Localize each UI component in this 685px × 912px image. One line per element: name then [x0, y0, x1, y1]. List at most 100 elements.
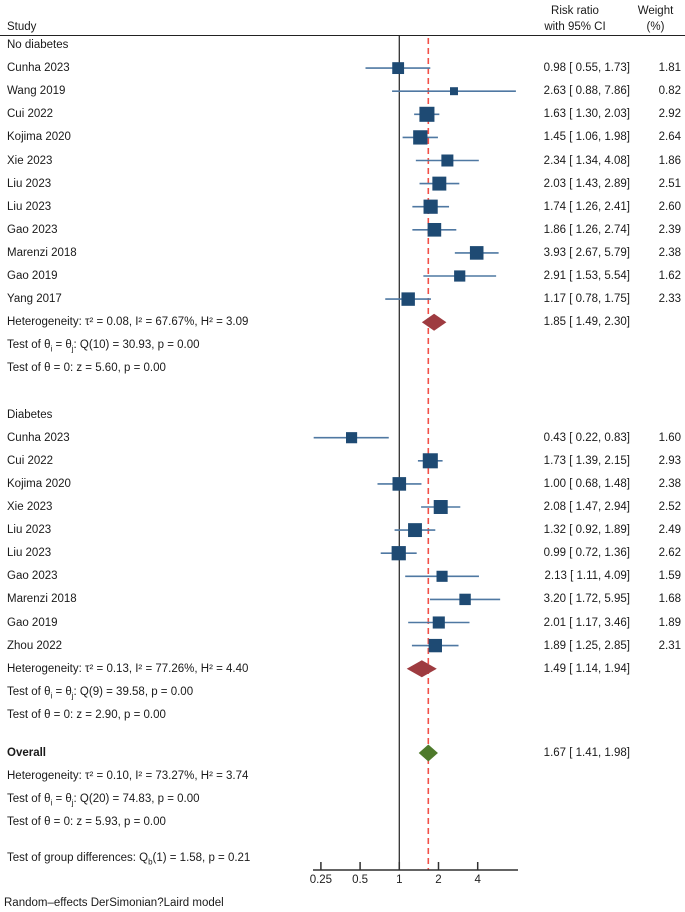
test-z-label: Test of θ = 0: z = 2.90, p = 0.00 [7, 708, 166, 721]
effect-ci-value: 3.20 [ 1.72, 5.95] [543, 593, 630, 606]
effect-square [469, 246, 484, 260]
x-axis-tick-label: 1 [396, 874, 403, 886]
effect-ci-value: 1.89 [ 1.25, 2.85] [543, 639, 630, 652]
study-label: Marenzi 2018 [7, 593, 77, 606]
study-label: Yang 2017 [7, 293, 62, 306]
effect-ci-value: 1.17 [ 0.78, 1.75] [543, 293, 630, 306]
study-label: Zhou 2022 [7, 639, 62, 652]
weight-value: 1.60 [658, 431, 681, 444]
test-q-label: Test of θi = θj: Q(10) = 30.93, p = 0.00 [7, 339, 200, 354]
weight-value: 2.60 [658, 200, 681, 213]
effect-square [423, 199, 438, 214]
effect-square [392, 477, 407, 491]
study-label: Liu 2023 [7, 200, 52, 213]
subgroup-summary-diamond [421, 313, 447, 331]
weight-value: 2.33 [658, 293, 681, 306]
weight-value: 2.93 [658, 454, 681, 467]
effect-square [432, 616, 445, 629]
x-axis-tick-label: 4 [474, 874, 481, 886]
weight-value: 0.82 [658, 85, 681, 98]
study-label: Gao 2019 [7, 270, 58, 282]
study-label: Wang 2019 [7, 85, 66, 98]
effect-ci-value: 1.85 [ 1.49, 2.30] [543, 316, 630, 329]
effect-ci-value: 2.01 [ 1.17, 3.46] [543, 616, 630, 629]
effect-square [436, 570, 448, 582]
effect-square [401, 292, 415, 306]
effect-square [459, 593, 471, 606]
test-q-label: Test of θi = θj: Q(9) = 39.58, p = 0.00 [7, 685, 194, 701]
effect-ci-value: 1.32 [ 0.92, 1.89] [543, 524, 630, 537]
study-label: Gao 2019 [7, 616, 58, 629]
effect-ci-value: 0.43 [ 0.22, 0.83] [543, 431, 630, 444]
effect-square [408, 523, 422, 538]
effect-ci-value: 0.99 [ 0.72, 1.36] [543, 547, 630, 560]
overall-test-q-label: Test of θi = θj: Q(20) = 74.83, p = 0.00 [7, 793, 200, 808]
weight-value: 1.62 [658, 270, 681, 282]
effect-square [433, 500, 448, 514]
effect-ci-value: 2.03 [ 1.43, 2.89] [543, 177, 630, 190]
effect-ci-value: 3.93 [ 2.67, 5.79] [543, 246, 630, 259]
study-label: Cunha 2023 [7, 62, 70, 75]
effect-ci-value: 2.08 [ 1.47, 2.94] [543, 501, 630, 513]
effect-ci-value: 1.63 [ 1.30, 2.03] [543, 108, 630, 121]
effect-ci-value: 1.45 [ 1.06, 1.98] [543, 131, 630, 144]
weight-value: 2.31 [658, 639, 681, 652]
group-difference-label: Test of group differences: Qb(1) = 1.58,… [7, 852, 251, 867]
effect-square [346, 432, 358, 444]
effect-ci-value: 1.73 [ 1.39, 2.15] [543, 454, 630, 467]
effect-ci-value: 2.13 [ 1.11, 4.09] [544, 570, 630, 583]
weight-value: 2.64 [658, 131, 681, 144]
study-label: Cui 2022 [7, 454, 54, 467]
x-axis-tick-label: 0.5 [352, 874, 369, 886]
test-z-label: Test of θ = 0: z = 5.60, p = 0.00 [7, 362, 166, 375]
weight-value: 1.81 [658, 62, 681, 75]
group-label: Diabetes [7, 408, 53, 421]
effect-ci-value: 2.91 [ 1.53, 5.54] [543, 270, 630, 282]
effect-square [413, 130, 428, 145]
weight-value: 2.38 [658, 477, 681, 490]
effect-square [422, 453, 438, 469]
effect-square [428, 638, 442, 653]
weight-value: 2.51 [658, 177, 681, 190]
header-rule [0, 35, 685, 37]
study-label: Kojima 2020 [7, 477, 71, 490]
study-label: Cunha 2023 [7, 431, 70, 444]
x-axis-tick-label: 0.25 [309, 874, 333, 886]
effect-square [419, 106, 435, 122]
effect-square [427, 222, 442, 237]
weight-value: 1.86 [658, 154, 681, 167]
column-header-effect-line2: with 95% CI [544, 21, 606, 33]
subgroup-summary-diamond [406, 660, 437, 678]
study-label: Liu 2023 [7, 524, 52, 537]
study-label: Gao 2023 [7, 223, 58, 236]
effect-ci-value: 1.86 [ 1.26, 2.74] [543, 223, 630, 236]
weight-value: 1.68 [658, 593, 681, 606]
weight-value: 2.39 [658, 223, 681, 236]
study-label: Xie 2023 [7, 154, 53, 167]
x-axis-tick-label: 2 [435, 874, 442, 886]
weight-value: 2.49 [658, 524, 681, 537]
study-label: Cui 2022 [7, 108, 54, 121]
study-label: Xie 2023 [7, 501, 53, 513]
weight-value: 2.62 [658, 547, 681, 560]
effect-square [432, 176, 447, 191]
effect-square [454, 270, 466, 282]
column-header-study: Study [7, 21, 37, 33]
study-label: Liu 2023 [7, 177, 52, 190]
effect-ci-value: 1.49 [ 1.14, 1.94] [543, 662, 630, 675]
study-label: Marenzi 2018 [7, 246, 77, 259]
overall-test-z-label: Test of θ = 0: z = 5.93, p = 0.00 [7, 816, 166, 829]
weight-value: 1.59 [658, 570, 681, 583]
effect-ci-value: 2.34 [ 1.34, 4.08] [543, 154, 630, 167]
study-label: Gao 2023 [7, 570, 58, 583]
overall-label: Overall [7, 747, 46, 759]
heterogeneity-label: Heterogeneity: τ² = 0.13, I² = 77.26%, H… [7, 662, 249, 675]
weight-value: 2.52 [658, 501, 681, 513]
effect-ci-value: 0.98 [ 0.55, 1.73] [543, 62, 630, 75]
effect-square [441, 154, 454, 167]
model-note: Random–effects DerSimonian?Laird model [4, 897, 224, 909]
overall-summary-diamond [418, 744, 438, 762]
column-header-weight-line2: (%) [646, 21, 665, 33]
